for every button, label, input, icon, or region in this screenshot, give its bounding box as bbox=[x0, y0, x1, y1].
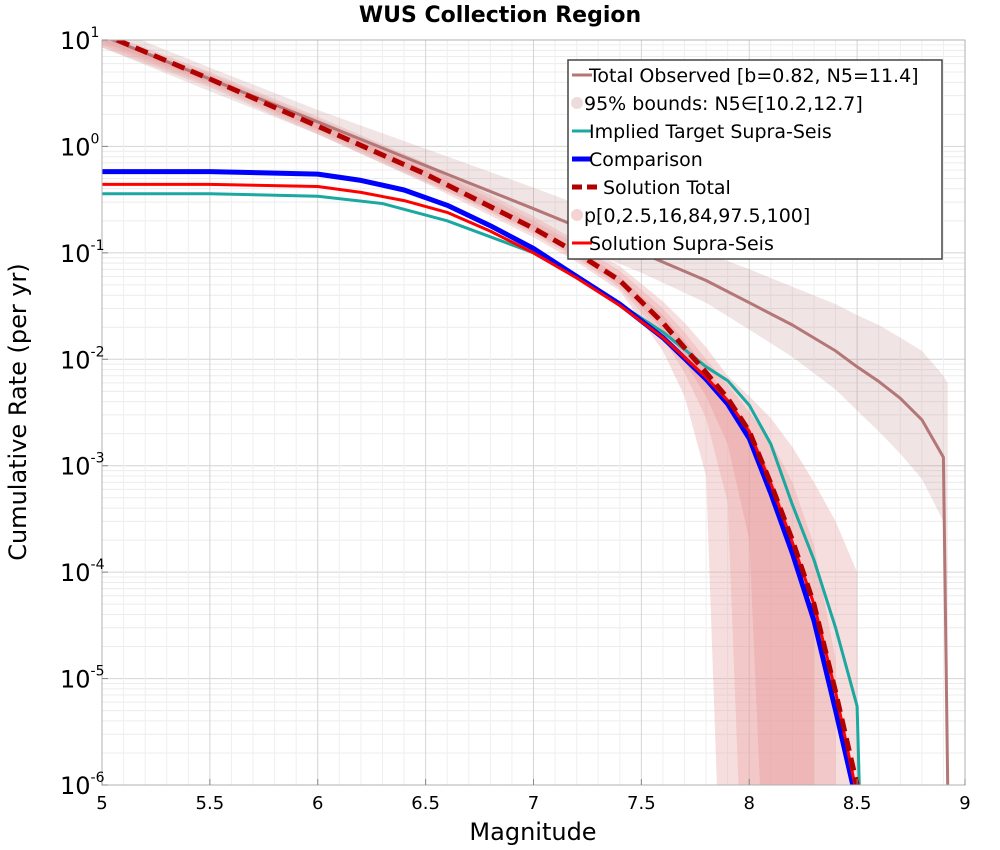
series-line-1 bbox=[102, 192, 861, 785]
series-line-0 bbox=[108, 40, 950, 785]
x-tick-label: 8.5 bbox=[843, 793, 872, 814]
x-tick-label: 5.5 bbox=[196, 793, 225, 814]
legend-label: Solution Total bbox=[603, 177, 731, 199]
legend-entry: Total Observed [b=0.82, N5=11.4] bbox=[572, 65, 919, 87]
legend-label: p[0,2.5,16,84,97.5,100] bbox=[584, 205, 810, 227]
legend-label: 95% bounds: N5∈[10.2,12.7] bbox=[584, 93, 863, 115]
y-axis-ticks: 10-6 10-5 10-4 10-3 10-2 10-1 100 101 bbox=[60, 25, 108, 800]
x-axis-ticks: 5 5.5 6 6.5 7 7.5 8 8.5 9 bbox=[96, 779, 971, 814]
y-tick-label: 10-1 bbox=[60, 238, 105, 268]
y-axis-label: Cumulative Rate (per yr) bbox=[4, 263, 32, 561]
band-2 bbox=[102, 40, 836, 785]
y-tick-label: 100 bbox=[60, 131, 99, 161]
legend-label: Comparison bbox=[589, 149, 703, 171]
x-tick-label: 5 bbox=[96, 793, 107, 814]
series-line-4 bbox=[116, 40, 860, 785]
x-tick-label: 6.5 bbox=[411, 793, 440, 814]
x-tick-label: 6 bbox=[312, 793, 323, 814]
legend-entry: Solution Total bbox=[572, 177, 731, 199]
band-1 bbox=[102, 40, 858, 785]
legend-entry: Solution Supra-Seis bbox=[572, 233, 774, 255]
x-tick-label: 7 bbox=[528, 793, 539, 814]
y-tick-label: 10-3 bbox=[60, 451, 105, 481]
legend-label: Solution Supra-Seis bbox=[589, 233, 774, 255]
series-lines bbox=[102, 40, 950, 785]
y-tick-label: 10-6 bbox=[60, 770, 105, 800]
y-tick-label: 10-4 bbox=[60, 557, 105, 587]
x-tick-label: 7.5 bbox=[627, 793, 656, 814]
legend-entry: 95% bounds: N5∈[10.2,12.7] bbox=[571, 93, 863, 115]
legend-label: Total Observed [b=0.82, N5=11.4] bbox=[588, 65, 919, 87]
legend-entry: Comparison bbox=[572, 149, 703, 171]
y-tick-label: 101 bbox=[60, 25, 99, 55]
series-line-3 bbox=[102, 182, 857, 785]
x-axis-label: Magnitude bbox=[469, 818, 596, 846]
legend-box bbox=[567, 59, 943, 260]
chart-title: WUS Collection Region bbox=[359, 3, 641, 28]
x-tick-label: 9 bbox=[959, 793, 970, 814]
legend-swatch bbox=[571, 209, 583, 221]
legend-swatch bbox=[571, 97, 583, 109]
y-tick-label: 10-5 bbox=[60, 664, 105, 694]
legend-entry: p[0,2.5,16,84,97.5,100] bbox=[571, 205, 810, 227]
legend: Total Observed [b=0.82, N5=11.4] 95% boun… bbox=[567, 59, 943, 260]
y-tick-label: 10-2 bbox=[60, 344, 105, 374]
x-tick-label: 8 bbox=[744, 793, 755, 814]
legend-entry: Implied Target Supra-Seis bbox=[572, 121, 832, 143]
band-0 bbox=[102, 40, 948, 785]
legend-label: Implied Target Supra-Seis bbox=[589, 121, 832, 143]
